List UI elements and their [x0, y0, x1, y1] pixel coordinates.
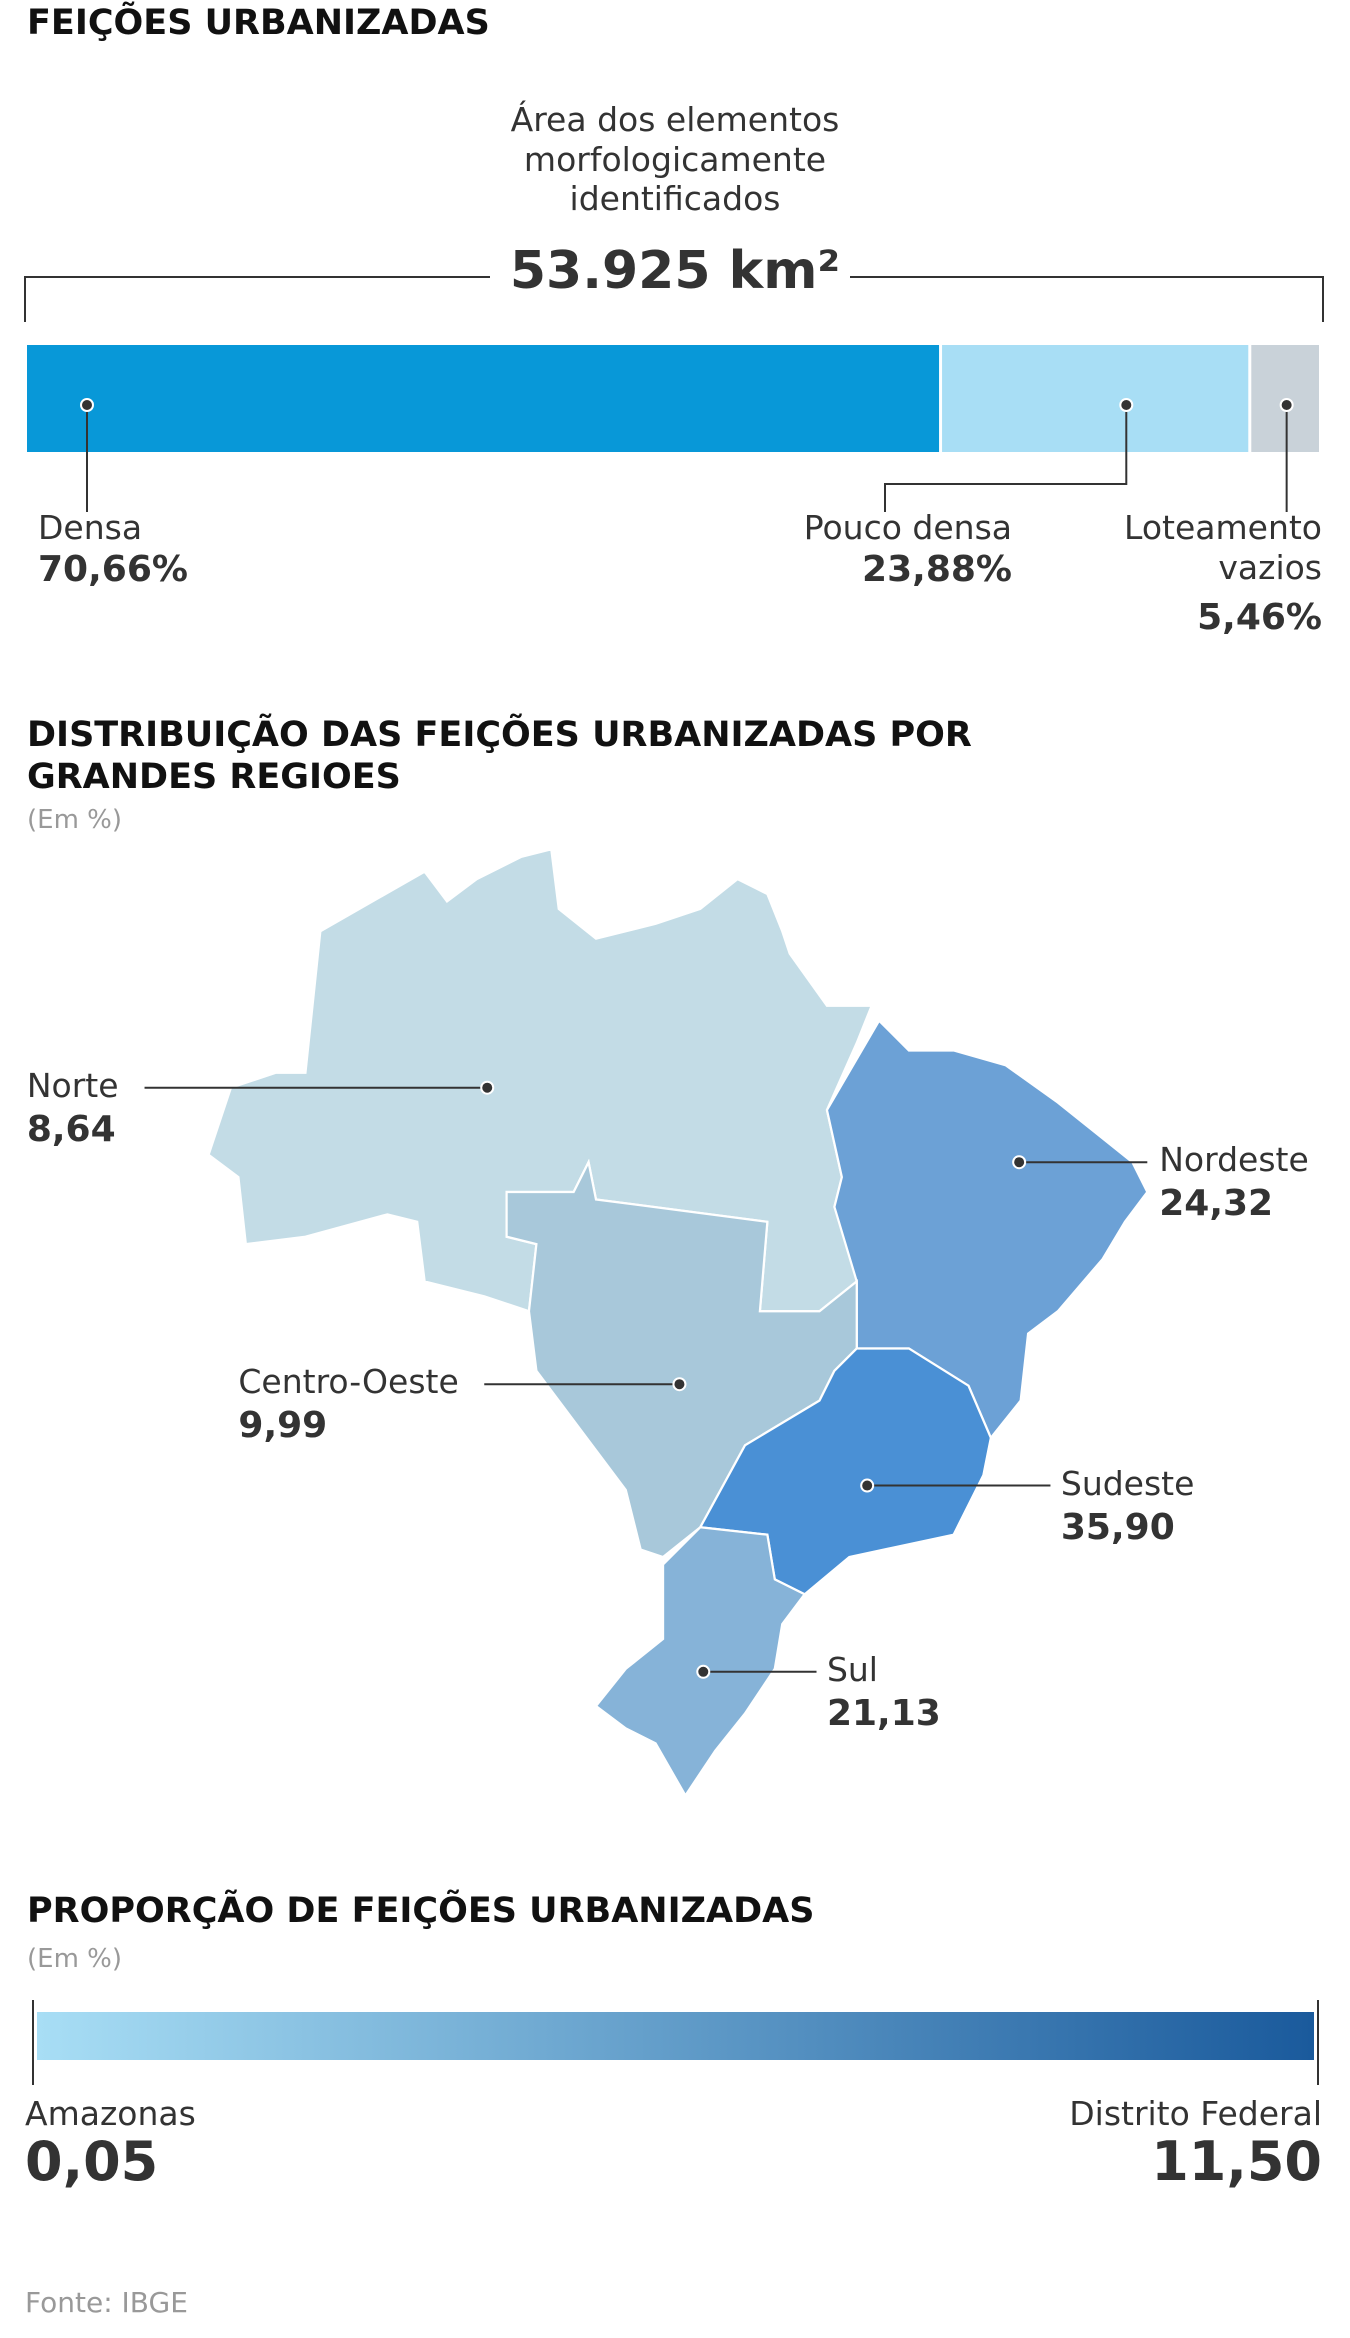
- region-value: 35,90: [1060, 1506, 1175, 1548]
- region-dot: [696, 1664, 711, 1679]
- category-label: Densa: [38, 508, 143, 547]
- value-label: 5,46%: [1197, 597, 1322, 638]
- bar-segment: [27, 345, 940, 452]
- region-value: 9,99: [238, 1405, 328, 1447]
- region: [594, 1526, 807, 1798]
- total-label: 53.925 km²: [509, 241, 841, 301]
- gradient-bar: [37, 2012, 1314, 2060]
- map: [207, 847, 1149, 1798]
- region-value: 24,32: [1159, 1183, 1274, 1225]
- section-title: FEIÇÕES URBANIZADAS: [27, 3, 490, 43]
- region-dot: [1012, 1155, 1027, 1170]
- range-label: Amazonas: [25, 2094, 196, 2133]
- value-label: 23,88%: [862, 549, 1012, 590]
- bar-dot: [80, 398, 94, 412]
- region-dot: [480, 1080, 495, 1095]
- category-label: Loteamento vazios: [1124, 508, 1322, 587]
- bracket: [24, 276, 490, 322]
- bracket: [850, 276, 1324, 322]
- region-dot: [860, 1478, 875, 1493]
- range-value: 11,50: [1151, 2130, 1322, 2193]
- region-value: 8,64: [26, 1108, 116, 1150]
- bar-dot: [1279, 398, 1294, 412]
- leader-line: [884, 405, 1128, 512]
- value-label: 70,66%: [38, 549, 188, 590]
- region-label: Nordeste: [1159, 1140, 1309, 1180]
- region-label: Centro-Oeste: [238, 1362, 459, 1402]
- region-dot: [672, 1377, 687, 1392]
- subtitle: (Em %): [27, 805, 123, 835]
- region-value: 21,13: [826, 1692, 941, 1734]
- region-label: Sudeste: [1060, 1463, 1195, 1503]
- section-title: PROPORÇÃO DE FEIÇÕES URBANIZADAS: [27, 1891, 815, 1931]
- bar-segment: [942, 345, 1249, 452]
- source: Fonte: IBGE: [25, 2286, 188, 2319]
- subtitle: (Em %): [27, 1944, 123, 1974]
- range-value: 0,05: [25, 2130, 159, 2193]
- region-label: Norte: [26, 1065, 119, 1105]
- bar-dot: [1119, 398, 1134, 412]
- range-label: Distrito Federal: [1069, 2094, 1322, 2133]
- section-title: DISTRIBUIÇÃO DAS FEIÇÕES URBANIZADAS POR…: [27, 715, 972, 797]
- region-label: Sul: [826, 1649, 878, 1689]
- annotation: Área dos elementos morfologicamente iden…: [510, 100, 840, 219]
- category-label: Pouco densa: [803, 508, 1012, 547]
